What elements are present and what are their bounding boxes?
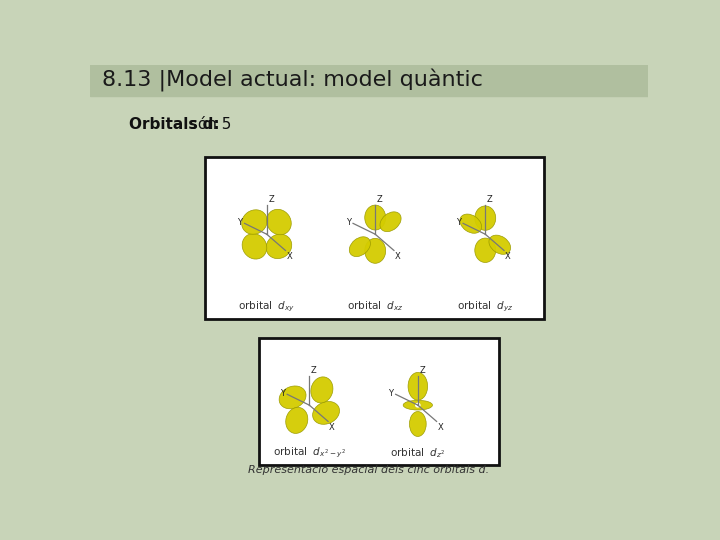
Ellipse shape bbox=[242, 234, 267, 259]
Ellipse shape bbox=[403, 400, 433, 410]
Text: X: X bbox=[505, 253, 510, 261]
Ellipse shape bbox=[410, 411, 426, 436]
Text: X: X bbox=[395, 253, 401, 261]
Text: Y: Y bbox=[456, 218, 461, 227]
Text: X: X bbox=[287, 253, 292, 261]
Text: Y: Y bbox=[388, 389, 393, 398]
Text: Orbitals d:: Orbitals d: bbox=[129, 117, 220, 132]
Text: Representació espacial dels cinc orbitals d.: Representació espacial dels cinc orbital… bbox=[248, 464, 490, 475]
Ellipse shape bbox=[489, 235, 510, 254]
Text: Z: Z bbox=[311, 366, 317, 375]
Bar bbox=[204, 157, 544, 319]
Ellipse shape bbox=[286, 407, 308, 434]
Text: Y: Y bbox=[237, 218, 242, 227]
Text: X: X bbox=[438, 423, 444, 433]
Ellipse shape bbox=[266, 210, 292, 235]
Ellipse shape bbox=[312, 401, 340, 424]
Text: orbital  $d_{xz}$: orbital $d_{xz}$ bbox=[347, 300, 404, 314]
Ellipse shape bbox=[408, 373, 428, 400]
Text: 8.13 |Model actual: model quàntic: 8.13 |Model actual: model quàntic bbox=[102, 69, 483, 92]
Text: Y: Y bbox=[280, 389, 285, 398]
Ellipse shape bbox=[279, 386, 306, 409]
Text: Z: Z bbox=[377, 195, 382, 204]
Ellipse shape bbox=[266, 234, 292, 259]
Ellipse shape bbox=[380, 212, 401, 232]
Ellipse shape bbox=[349, 237, 370, 256]
Text: X: X bbox=[329, 423, 335, 433]
Ellipse shape bbox=[365, 205, 386, 230]
Text: orbital  $d_{z^2}$: orbital $d_{z^2}$ bbox=[390, 446, 446, 460]
Bar bbox=[90, 65, 648, 96]
Ellipse shape bbox=[365, 238, 386, 264]
Text: orbital  $d_{x^2-y^2}$: orbital $d_{x^2-y^2}$ bbox=[273, 446, 346, 460]
Text: Z: Z bbox=[269, 195, 274, 204]
Text: Y: Y bbox=[346, 218, 351, 227]
Text: són 5: són 5 bbox=[184, 117, 231, 132]
Text: orbital  $d_{yz}$: orbital $d_{yz}$ bbox=[457, 299, 513, 314]
Ellipse shape bbox=[415, 403, 420, 408]
Text: orbital  $d_{xy}$: orbital $d_{xy}$ bbox=[238, 299, 295, 314]
Ellipse shape bbox=[242, 210, 267, 234]
Text: Z: Z bbox=[419, 366, 425, 375]
Ellipse shape bbox=[311, 377, 333, 403]
Text: Z: Z bbox=[487, 195, 492, 204]
Ellipse shape bbox=[474, 238, 495, 262]
Bar bbox=[259, 338, 499, 465]
Ellipse shape bbox=[460, 214, 482, 233]
Ellipse shape bbox=[474, 206, 495, 231]
